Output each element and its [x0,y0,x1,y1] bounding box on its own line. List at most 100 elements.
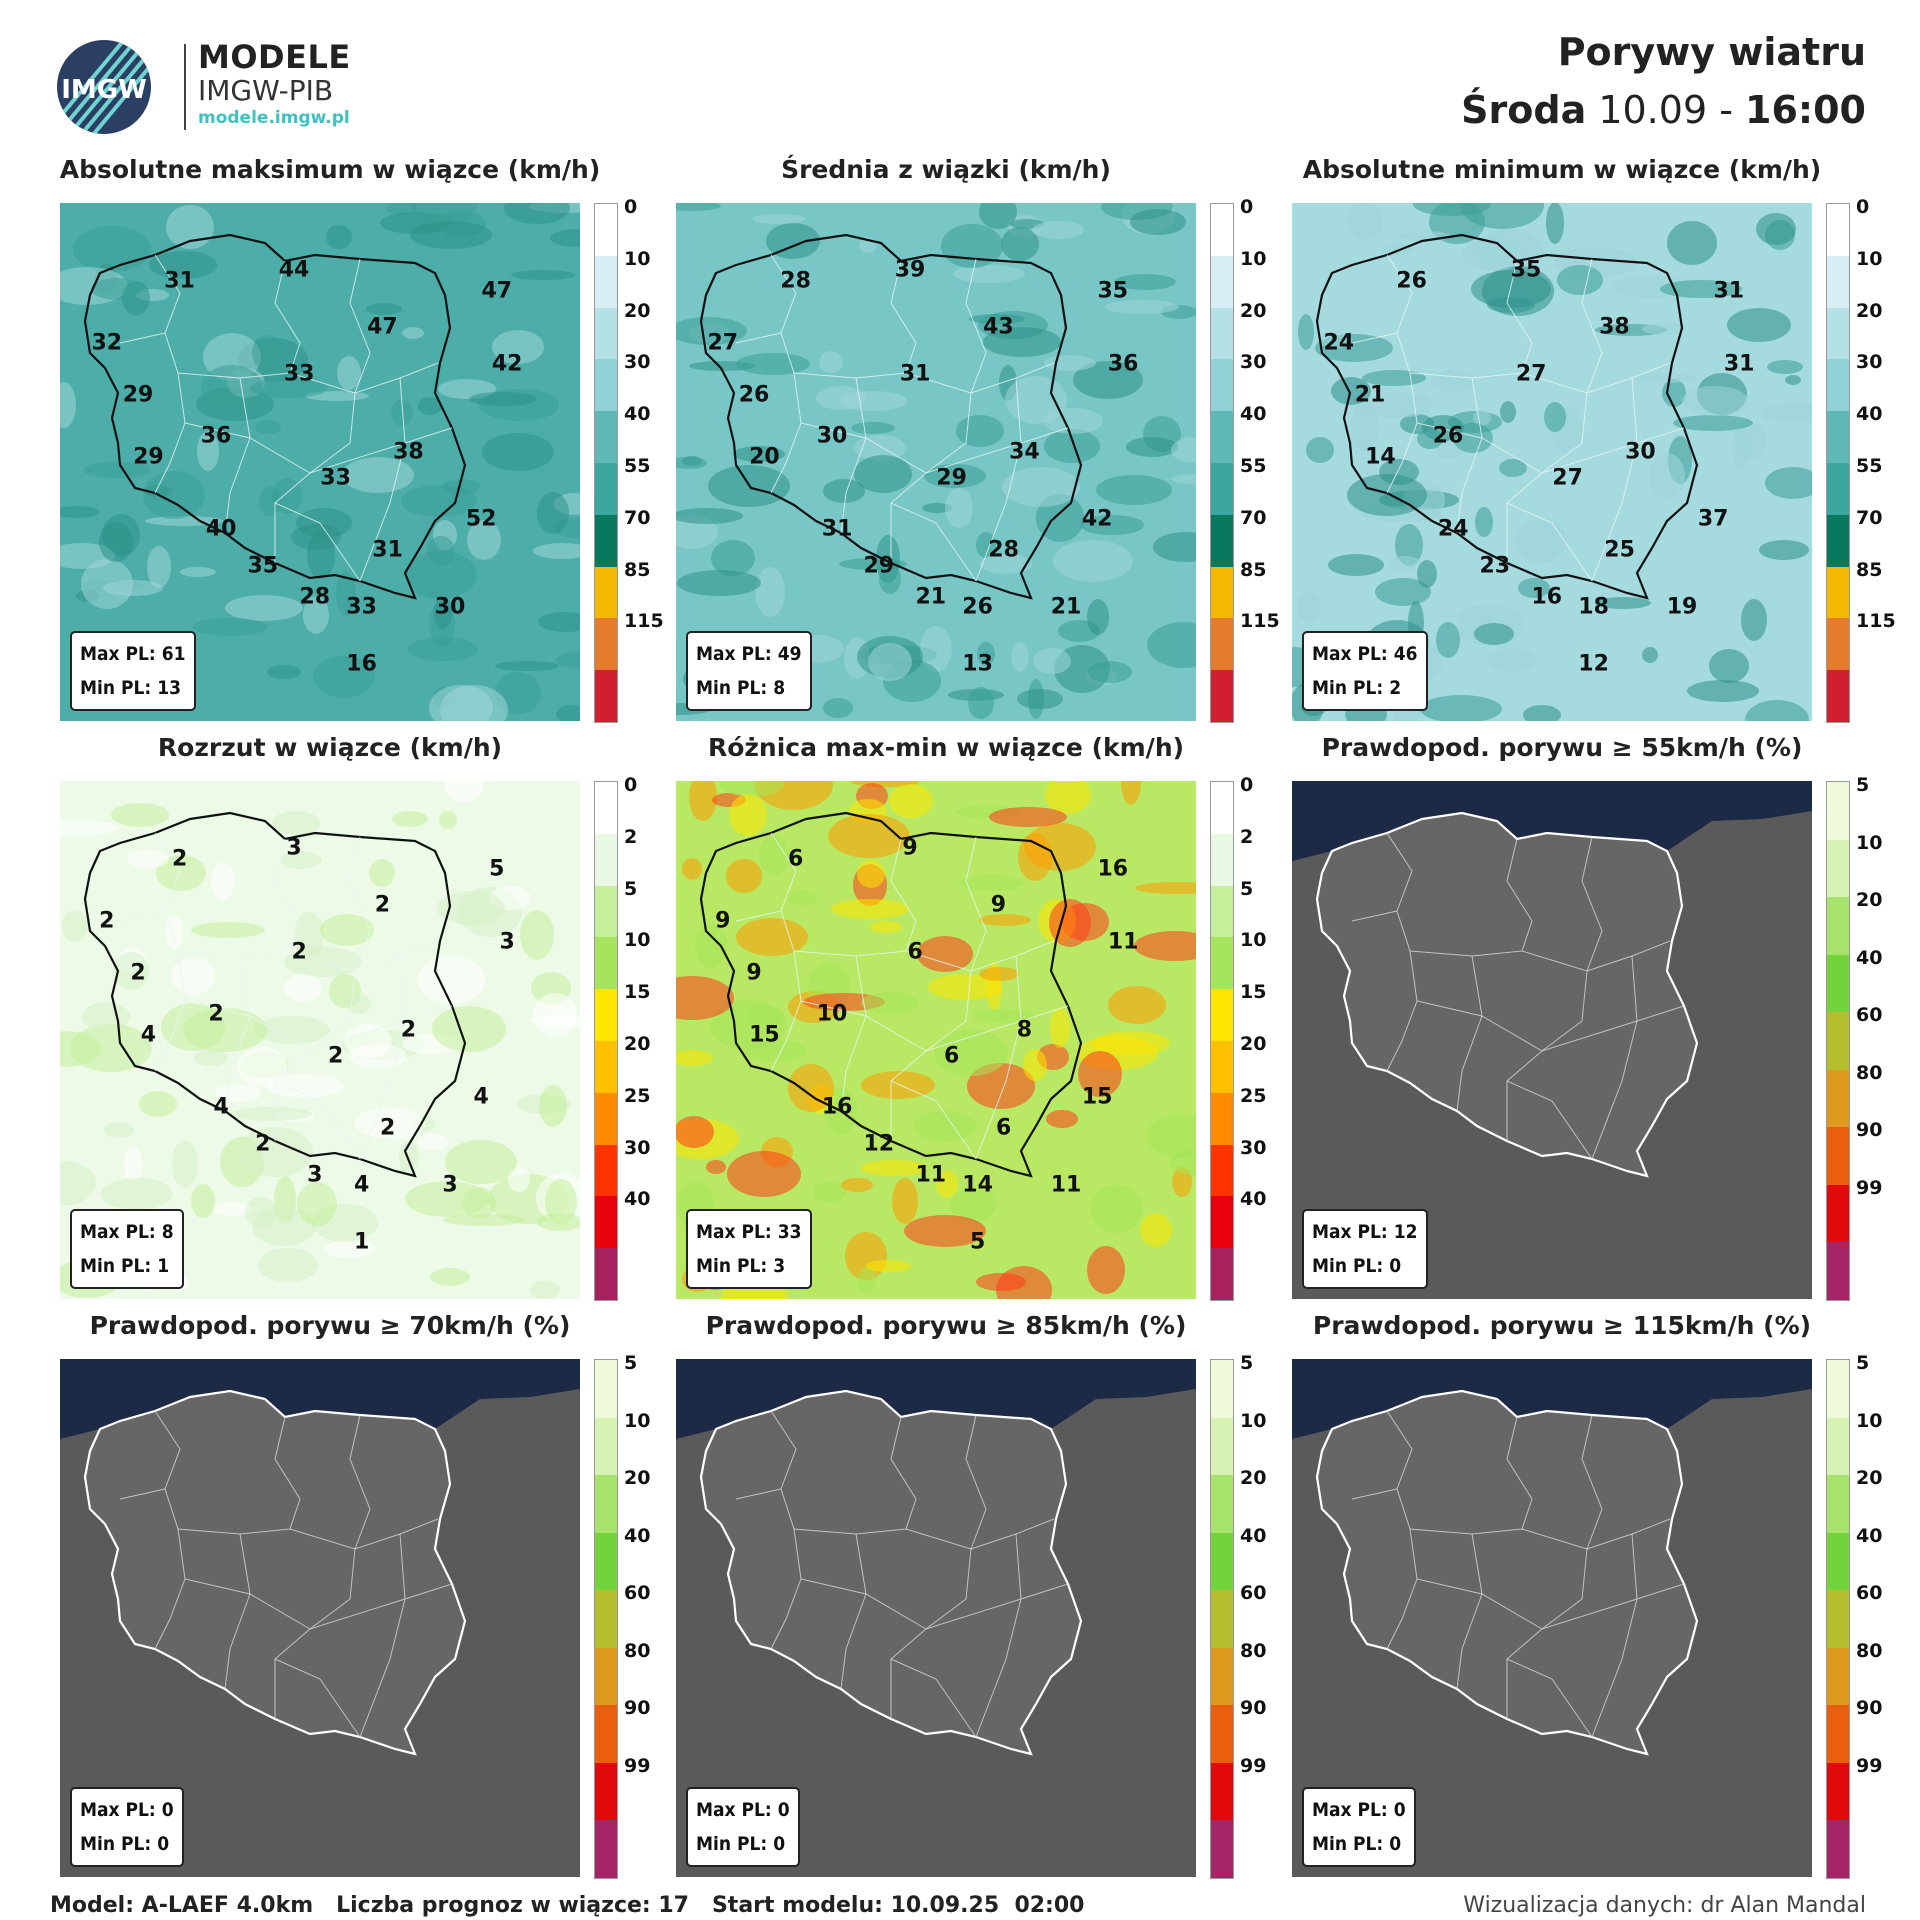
field-patch [91,278,143,300]
colorbar-tick: 5 [1856,1352,1870,1374]
voivodeship-border [1456,955,1483,1112]
colorbar-tick: 0 [1240,774,1254,796]
poland-border [699,811,1083,1178]
field-patch [369,859,395,887]
station-value: 38 [393,439,424,465]
field-patch [417,956,485,1004]
colorbar-segment [1827,839,1849,898]
forecast-date: 10.09 [1598,88,1708,132]
stat-min: Min PL: 0 [696,1833,786,1855]
field-patch [342,457,414,493]
panel-title: Prawdopod. porywu ≥ 85km/h (%) [705,1311,1187,1340]
colorbar-segment [595,989,617,1041]
colorbar [1210,1359,1234,1879]
field-patch [139,1091,177,1117]
field-patch [445,1140,517,1184]
field-patch [237,1047,287,1087]
field-patch [1642,323,1686,335]
colorbar-tick: 40 [1856,1524,1883,1547]
field-patch [1023,1049,1047,1081]
forecast-map: Max PL: 0 Min PL: 0 [1292,1359,1812,1877]
colorbar-segment [595,307,617,360]
poland-border [1315,1389,1699,1756]
station-value: 16 [821,1094,853,1120]
forecast-time: 16:00 [1745,88,1866,132]
field-patch [104,1122,134,1138]
colorbar-tick: 90 [624,1697,651,1720]
field-patch [1765,467,1812,499]
map-canvas [60,203,580,721]
colorbar-segment [1827,1590,1849,1648]
colorbar-segment [1211,204,1233,256]
field-patch [748,1006,784,1026]
colorbar-segment [1827,1532,1849,1591]
voivodeship-border [840,377,867,534]
poland-border [1315,233,1699,600]
field-patch [854,435,906,461]
colorbar-segment [1827,1762,1849,1821]
field-patch [711,540,755,576]
field-patch [443,1214,525,1226]
colorbar-tick: 20 [624,299,651,322]
colorbar-segment [1211,566,1233,619]
colorbar-tick: 5 [1856,774,1870,796]
colorbar-segment [595,1647,617,1706]
station-value: 26 [738,382,770,408]
forecast-map: 26 35 31 24 38 31 21 27 26 30 14 27 24 37 23 25 16 18 19 12… [1292,203,1812,721]
stat-max: Max PL: 0 [1312,1799,1406,1821]
field-patch [1121,781,1141,805]
colorbar-tick: 10 [1856,1409,1883,1432]
station-value: 15 [1081,1084,1113,1110]
voivodeship-border [770,950,802,1072]
field-patch [1033,648,1071,674]
station-value: 9 [902,835,918,861]
brand-url[interactable]: modele.imgw.pl [198,108,350,128]
voivodeship-border [1386,1410,1413,1530]
voivodeship-border [224,1533,251,1690]
field-patch [1130,209,1186,235]
station-value: 18 [1578,594,1609,620]
field-patch [819,351,843,373]
field-patch [537,492,569,534]
field-patch [1767,360,1803,374]
station-value: 5 [489,856,505,882]
field-patch [313,656,375,698]
colorbar-segment [1827,514,1849,567]
colorbar-segment [595,937,617,990]
field-patch [1682,386,1748,416]
voivodeship-border [349,836,371,972]
voivodeship-border [1351,332,1398,344]
station-value: 28 [780,268,811,294]
voivodeship-border [224,955,251,1112]
field-patch [411,203,477,225]
field-patch [1362,392,1432,418]
stat-max: Max PL: 46 [1312,643,1418,665]
station-value: 33 [346,594,377,620]
field-patch [745,1040,807,1062]
field-patch [417,1134,449,1150]
poland-border [83,233,467,600]
field-patch [922,503,952,513]
field-patch [508,1166,530,1192]
voivodeship-border [975,955,1022,1160]
field-patch [258,1248,318,1282]
colorbar-tick: 15 [624,981,651,1004]
station-value: 8 [1016,1017,1033,1043]
colorbar-tick: 80 [1856,1639,1883,1662]
field-patch [977,642,995,666]
colorbar-tick: 0 [1856,196,1870,218]
colorbar-segment [595,1705,617,1763]
station-value: 20 [749,444,780,470]
colorbar-tick: 80 [624,1639,651,1662]
station-value: 12 [863,1131,895,1157]
station-value: 13 [962,651,993,677]
field-patch [336,572,356,616]
field-patch [60,382,76,428]
colorbar-tick: 20 [624,1467,651,1490]
colorbar-tick: 40 [624,1524,651,1547]
colorbar-segment [1211,618,1233,671]
brand-title: MODELE [198,38,351,76]
field-patch [1044,429,1100,463]
model-info: Model: A-LAEF 4.0km Liczba prognoz w wią… [50,1893,1085,1918]
voivodeship-border [735,1488,782,1500]
